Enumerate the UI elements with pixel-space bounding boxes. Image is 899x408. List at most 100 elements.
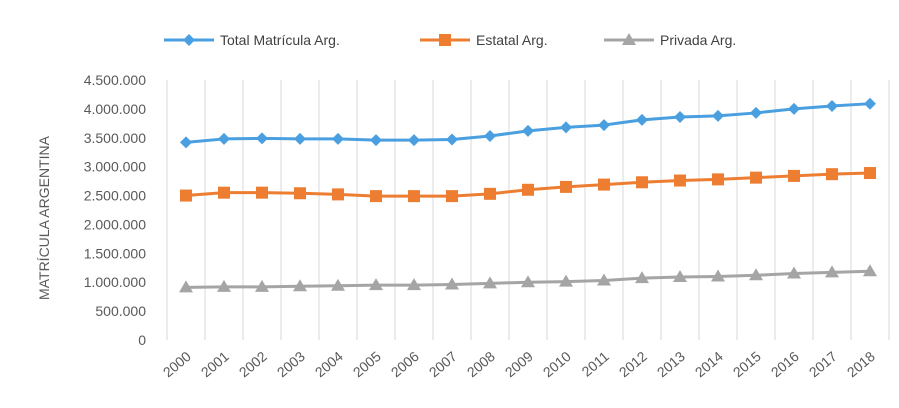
data-point bbox=[521, 275, 535, 288]
data-point bbox=[484, 130, 496, 143]
data-point bbox=[408, 134, 420, 147]
legend-label: Privada Arg. bbox=[660, 32, 736, 48]
x-tick-label: 2004 bbox=[312, 348, 346, 380]
data-point bbox=[864, 167, 876, 180]
x-tick-label: 2007 bbox=[426, 348, 460, 380]
x-tick-label: 2018 bbox=[844, 348, 878, 380]
data-point bbox=[673, 270, 687, 283]
legend-item: Total Matrícula Arg. bbox=[164, 32, 340, 48]
y-tick-label: 500.000 bbox=[95, 303, 146, 319]
y-tick-label: 0 bbox=[138, 332, 146, 348]
data-point bbox=[180, 189, 192, 202]
series-1 bbox=[180, 167, 876, 203]
y-tick-label: 3.000.000 bbox=[84, 159, 146, 175]
data-point bbox=[826, 100, 838, 112]
data-point bbox=[825, 265, 839, 278]
data-point bbox=[294, 187, 306, 200]
data-point bbox=[293, 279, 307, 292]
legend-marker bbox=[622, 33, 636, 45]
x-tick-label: 2015 bbox=[730, 348, 764, 380]
x-tick-label: 2008 bbox=[464, 348, 498, 380]
x-tick-label: 2011 bbox=[579, 348, 613, 380]
y-axis-ticks: 0 500.000 1.000.000 1.500.000 2.000.000 2.500… bbox=[84, 72, 147, 348]
data-point bbox=[255, 279, 269, 292]
legend-marker bbox=[439, 34, 451, 46]
data-point bbox=[370, 134, 382, 147]
y-tick-label: 4.000.000 bbox=[84, 101, 146, 117]
x-tick-label: 2009 bbox=[502, 348, 536, 380]
data-point bbox=[407, 278, 421, 291]
legend-item: Estatal Arg. bbox=[420, 32, 548, 48]
y-tick-label: 2.500.000 bbox=[84, 188, 146, 204]
data-point bbox=[750, 171, 762, 184]
data-point bbox=[598, 178, 610, 191]
data-point bbox=[483, 276, 497, 289]
x-tick-label: 2003 bbox=[274, 348, 308, 380]
data-point bbox=[749, 268, 763, 281]
data-point bbox=[256, 186, 268, 199]
y-tick-label: 4.500.000 bbox=[84, 72, 146, 88]
data-point bbox=[711, 269, 725, 282]
data-point bbox=[218, 186, 230, 199]
legend-label: Estatal Arg. bbox=[476, 32, 548, 48]
data-point bbox=[750, 106, 762, 119]
data-point bbox=[408, 190, 420, 203]
data-point bbox=[598, 119, 610, 132]
series-2 bbox=[179, 264, 877, 293]
grid bbox=[166, 80, 890, 340]
data-point bbox=[446, 133, 458, 146]
x-tick-label: 2002 bbox=[236, 348, 270, 380]
data-point bbox=[484, 187, 496, 200]
data-point bbox=[522, 183, 534, 196]
data-point bbox=[863, 264, 877, 277]
data-point bbox=[674, 174, 686, 187]
x-tick-label: 2001 bbox=[198, 348, 232, 380]
legend-marker bbox=[183, 34, 195, 46]
data-point bbox=[864, 97, 876, 110]
data-point bbox=[788, 102, 800, 115]
data-point bbox=[712, 173, 724, 186]
data-point bbox=[636, 113, 648, 126]
y-tick-label: 1.500.000 bbox=[84, 245, 146, 261]
data-point bbox=[597, 273, 611, 286]
y-axis-title: MATRÍCULA ARGENTINA bbox=[36, 135, 52, 300]
data-point bbox=[445, 277, 459, 290]
data-point bbox=[217, 279, 231, 292]
data-point bbox=[522, 124, 534, 137]
x-tick-label: 2017 bbox=[806, 348, 840, 380]
data-point bbox=[712, 109, 724, 122]
series-0 bbox=[180, 97, 876, 149]
legend-label: Total Matrícula Arg. bbox=[220, 32, 340, 48]
data-point bbox=[636, 176, 648, 189]
data-point bbox=[369, 278, 383, 291]
data-point bbox=[294, 132, 306, 145]
data-point bbox=[446, 190, 458, 203]
legend-item: Privada Arg. bbox=[604, 32, 736, 48]
x-tick-label: 2016 bbox=[768, 348, 802, 380]
data-point bbox=[256, 132, 268, 145]
data-point bbox=[560, 180, 572, 193]
x-tick-label: 2000 bbox=[160, 348, 194, 380]
data-point bbox=[674, 110, 686, 123]
data-point bbox=[826, 168, 838, 181]
series-layer bbox=[179, 97, 877, 293]
data-point bbox=[179, 280, 193, 293]
data-point bbox=[788, 169, 800, 182]
data-point bbox=[559, 274, 573, 287]
x-tick-label: 2013 bbox=[654, 348, 688, 380]
x-tick-label: 2006 bbox=[388, 348, 422, 380]
data-point bbox=[332, 132, 344, 145]
x-tick-label: 2005 bbox=[350, 348, 384, 380]
data-point bbox=[332, 188, 344, 201]
data-point bbox=[370, 190, 382, 203]
legend: Total Matrícula Arg. Estatal Arg. Privada … bbox=[164, 32, 736, 48]
y-tick-label: 1.000.000 bbox=[84, 274, 146, 290]
data-point bbox=[635, 271, 649, 284]
data-point bbox=[560, 121, 572, 134]
data-point bbox=[787, 266, 801, 279]
data-point bbox=[218, 132, 230, 145]
x-tick-label: 2014 bbox=[692, 348, 726, 380]
x-tick-label: 2012 bbox=[616, 348, 650, 380]
